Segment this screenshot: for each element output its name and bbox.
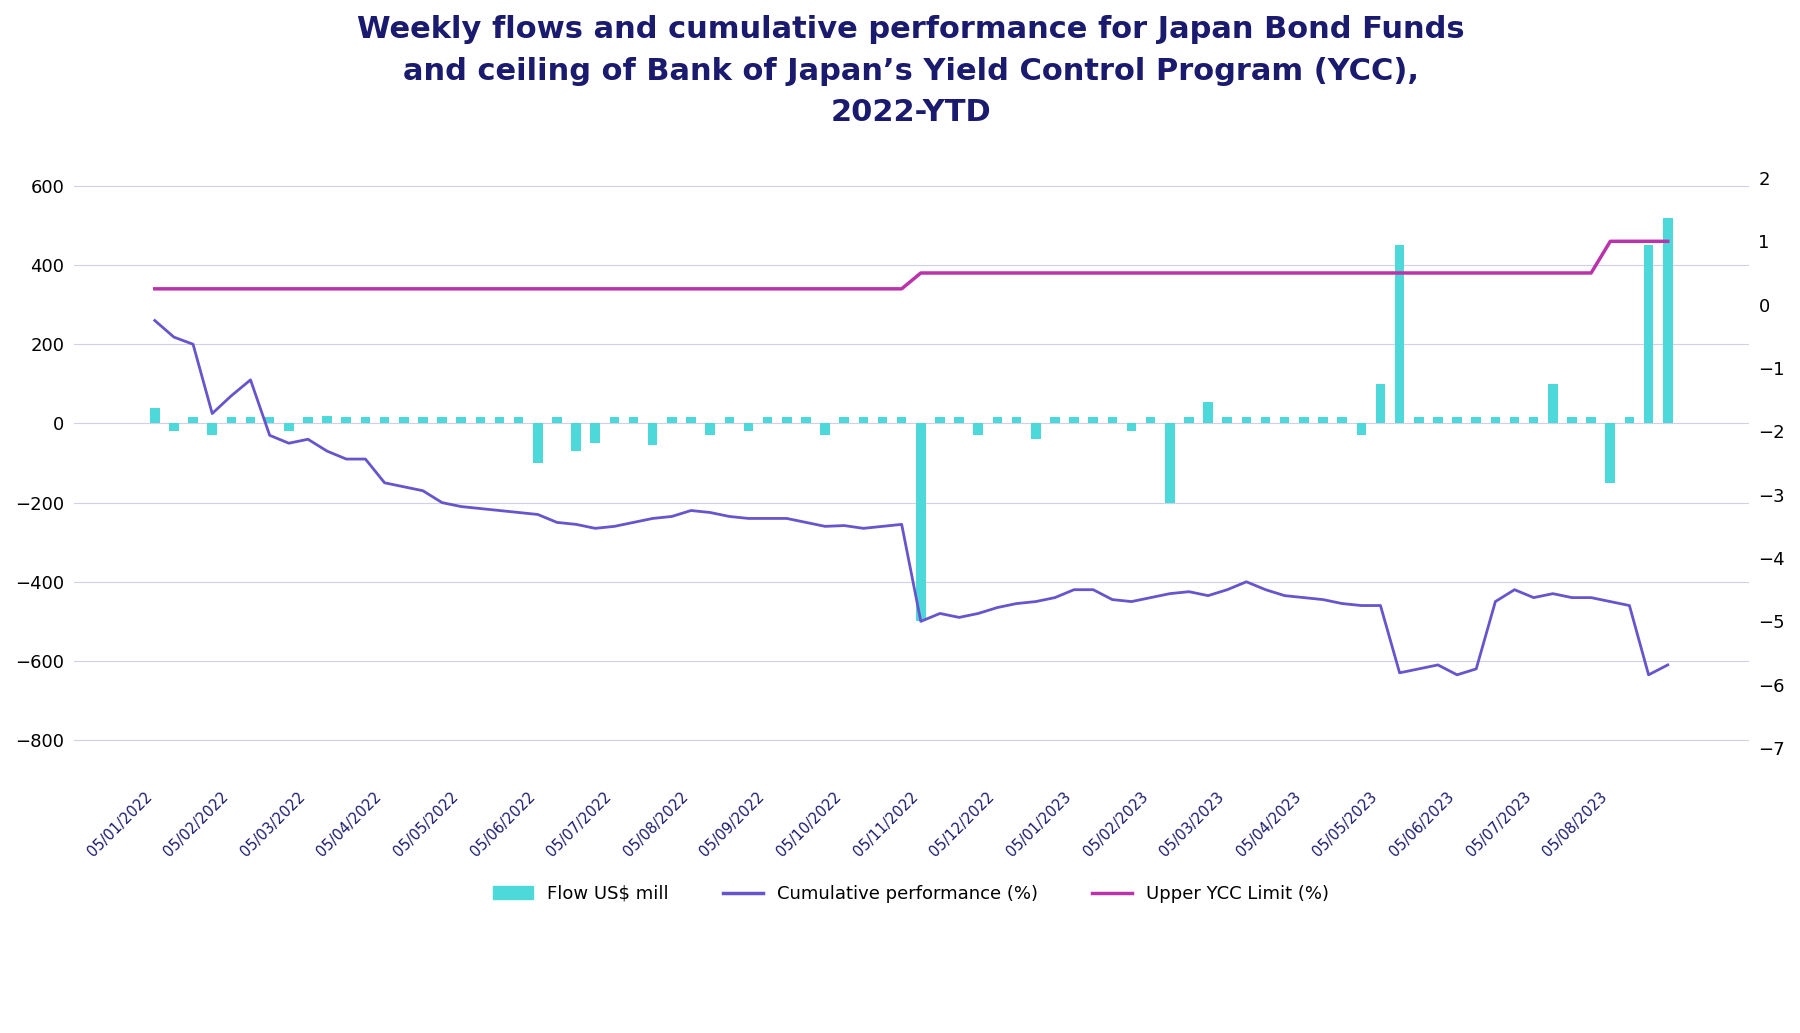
Bar (513, 417, 524, 424)
Bar (1528, 417, 1539, 424)
Bar (1548, 384, 1557, 424)
Bar (265, 417, 274, 424)
Bar (1242, 417, 1251, 424)
Bar (149, 408, 160, 424)
Bar (284, 424, 293, 432)
Bar (1337, 417, 1346, 424)
Bar (1375, 384, 1386, 424)
Bar (610, 417, 619, 424)
Bar (781, 417, 792, 424)
Bar (1433, 417, 1444, 424)
Bar (380, 417, 389, 424)
Bar (1089, 417, 1098, 424)
Bar (1415, 417, 1424, 424)
Bar (553, 417, 562, 424)
Bar (189, 417, 198, 424)
Bar (1222, 417, 1231, 424)
Bar (1490, 417, 1499, 424)
Bar (207, 424, 218, 435)
Bar (495, 417, 504, 424)
Bar (648, 424, 657, 445)
Bar (1280, 417, 1289, 424)
Bar (936, 417, 945, 424)
Bar (628, 417, 639, 424)
Bar (1318, 417, 1328, 424)
Legend: Flow US$ mill, Cumulative performance (%), Upper YCC Limit (%): Flow US$ mill, Cumulative performance (%… (486, 878, 1337, 910)
Bar (743, 424, 752, 432)
Bar (571, 424, 581, 451)
Bar (322, 415, 331, 424)
Bar (1165, 424, 1175, 503)
Bar (763, 417, 772, 424)
Bar (878, 417, 887, 424)
Bar (668, 417, 677, 424)
Bar (302, 417, 313, 424)
Bar (1204, 402, 1213, 424)
Bar (974, 424, 983, 435)
Bar (992, 417, 1003, 424)
Bar (821, 424, 830, 435)
Bar (360, 417, 371, 424)
Bar (227, 417, 236, 424)
Bar (1568, 417, 1577, 424)
Bar (1586, 417, 1597, 424)
Bar (1663, 218, 1672, 424)
Bar (1107, 417, 1118, 424)
Bar (457, 417, 466, 424)
Bar (1643, 245, 1654, 424)
Bar (169, 424, 178, 432)
Bar (801, 417, 810, 424)
Bar (839, 417, 850, 424)
Bar (954, 417, 965, 424)
Bar (1127, 424, 1136, 432)
Bar (400, 417, 409, 424)
Bar (1357, 424, 1366, 435)
Bar (859, 417, 868, 424)
Bar (916, 424, 925, 622)
Bar (418, 417, 428, 424)
Bar (1031, 424, 1040, 439)
Bar (1510, 417, 1519, 424)
Bar (247, 417, 256, 424)
Bar (1471, 417, 1481, 424)
Bar (1606, 424, 1615, 482)
Bar (706, 424, 715, 435)
Bar (533, 424, 542, 463)
Bar (475, 417, 486, 424)
Title: Weekly flows and cumulative performance for Japan Bond Funds
and ceiling of Bank: Weekly flows and cumulative performance … (358, 15, 1465, 127)
Bar (1625, 417, 1634, 424)
Bar (1012, 417, 1021, 424)
Bar (1147, 417, 1156, 424)
Bar (1260, 417, 1271, 424)
Bar (1453, 417, 1462, 424)
Bar (725, 417, 734, 424)
Bar (686, 417, 697, 424)
Bar (342, 417, 351, 424)
Bar (437, 417, 446, 424)
Bar (1049, 417, 1060, 424)
Bar (1184, 417, 1193, 424)
Bar (1069, 417, 1078, 424)
Bar (590, 424, 599, 443)
Bar (1300, 417, 1309, 424)
Bar (1395, 245, 1404, 424)
Bar (896, 417, 907, 424)
